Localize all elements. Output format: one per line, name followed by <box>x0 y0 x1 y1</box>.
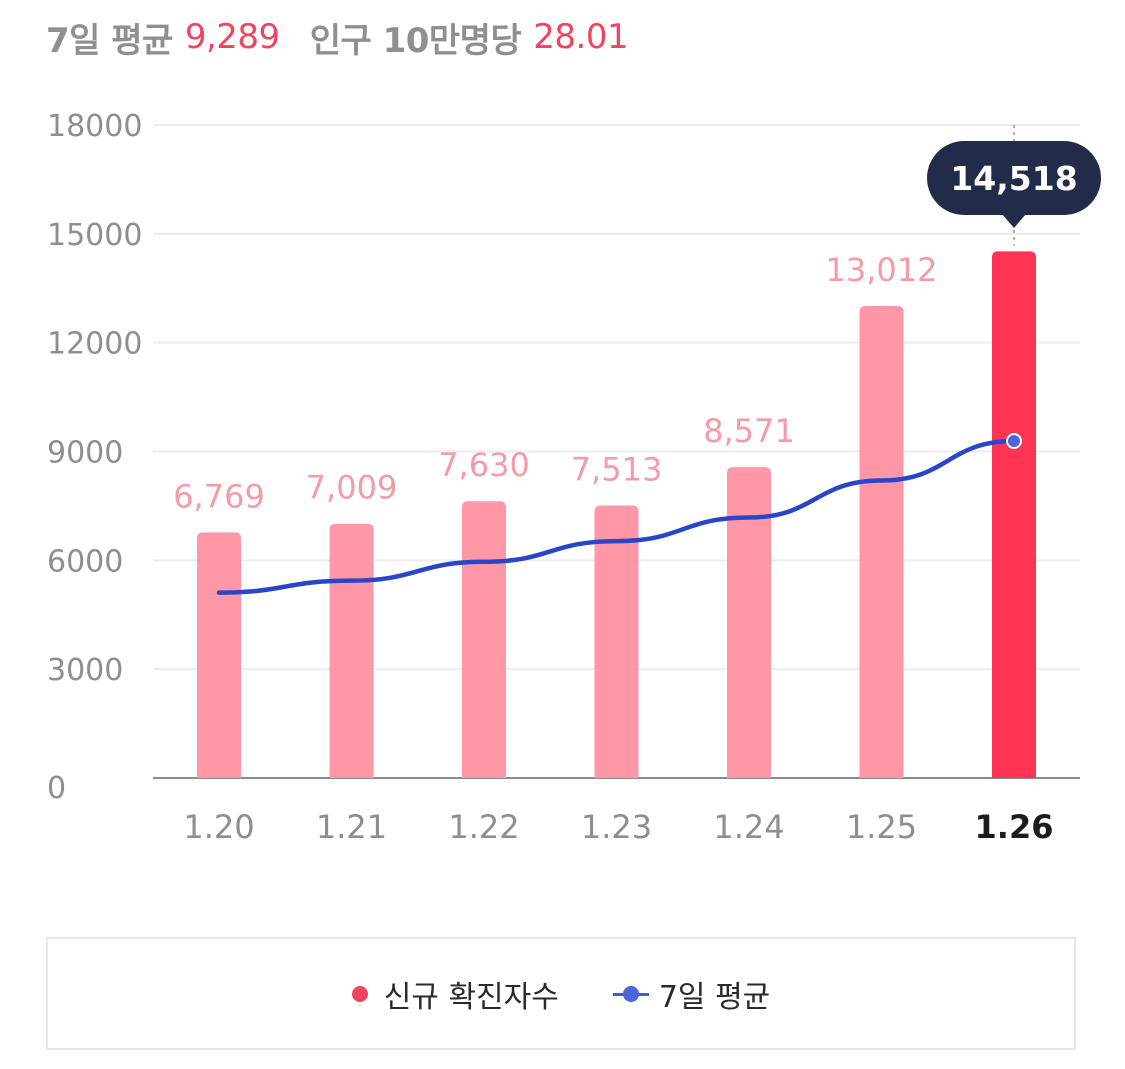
avg-line <box>216 438 1017 595</box>
x-tick-label: 1.20 <box>183 808 254 846</box>
x-tick-label: 1.25 <box>846 808 917 846</box>
bar <box>594 505 639 778</box>
y-tick-label: 18000 <box>47 109 142 144</box>
y-tick-label: 6000 <box>47 544 123 579</box>
legend-label-new-cases: 신규 확진자수 <box>383 979 559 1015</box>
bar <box>727 467 771 778</box>
chart-legend: 신규 확진자수 7일 평균 <box>46 937 1076 1050</box>
bar-value-label: 7,513 <box>571 450 663 488</box>
avg-value: 9,289 <box>184 17 280 57</box>
value-tooltip <box>927 141 1101 215</box>
legend-item-new-cases[interactable]: 신규 확진자수 <box>351 972 559 1016</box>
y-tick-label: 9000 <box>47 436 123 471</box>
tooltip-value: 14,518 <box>950 159 1077 198</box>
x-tick-label: 1.24 <box>713 808 784 846</box>
per-capita-value: 28.01 <box>533 17 629 57</box>
bar <box>462 501 506 778</box>
bar-value-label: 8,571 <box>703 412 795 450</box>
avg-line-point <box>1006 433 1022 450</box>
bar-value-label: 6,769 <box>173 477 265 515</box>
y-tick-label: 0 <box>47 771 66 806</box>
bar-value-label: 7,630 <box>438 446 530 484</box>
bar-value-label: 7,009 <box>306 469 398 507</box>
x-tick-label: 1.26 <box>975 808 1054 846</box>
x-tick-label: 1.23 <box>581 808 652 846</box>
legend-dot-icon <box>351 985 368 1002</box>
tooltip-pointer <box>1002 214 1026 228</box>
x-tick-label: 1.21 <box>316 808 387 846</box>
legend-line-icon <box>612 984 649 1004</box>
bar <box>329 523 374 778</box>
bar-value-label: 13,012 <box>826 251 938 289</box>
x-tick-label: 1.22 <box>448 808 519 846</box>
legend-label-7day-avg: 7일 평균 <box>658 979 771 1015</box>
legend-item-7day-avg[interactable]: 7일 평균 <box>612 972 771 1016</box>
avg-label: 7일 평균 <box>46 20 173 61</box>
per-capita-label: 인구 10만명당 <box>309 20 522 61</box>
bar <box>197 532 241 778</box>
y-tick-label: 12000 <box>47 327 142 362</box>
y-tick-label: 15000 <box>47 218 142 253</box>
cases-chart: 0 3000 6000 9000 12000 15000 18000 6,769 7,009 7,… <box>47 109 1101 846</box>
y-tick-label: 3000 <box>47 653 123 688</box>
bar-highlighted <box>992 251 1036 779</box>
bar <box>859 305 904 778</box>
summary-bar: 7일 평균 9,289 인구 10만명당 28.01 <box>46 12 629 62</box>
